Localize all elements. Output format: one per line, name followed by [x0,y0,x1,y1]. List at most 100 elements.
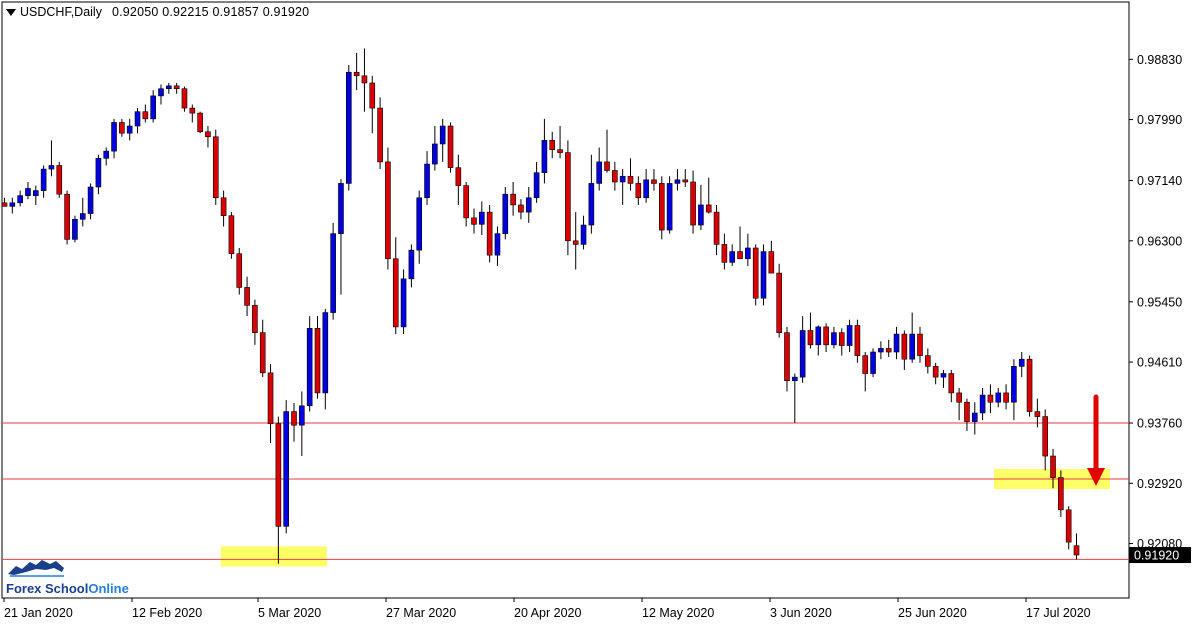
candle-body-bear [56,165,63,195]
candle [32,185,39,205]
candle-body-bear [557,149,563,153]
candle [486,204,493,263]
candle-body-bull [330,233,336,313]
candle-body-bear [737,251,743,260]
candle [1011,359,1017,421]
candle [870,348,876,378]
candle-body-bear [854,325,861,356]
candle [1034,398,1041,428]
candle-body-bull [502,193,509,234]
candle-body-bull [126,125,133,134]
candle [651,169,657,191]
candle-body-bull [40,168,47,191]
candle-body-bull [815,326,822,346]
candle [471,208,477,234]
candle [971,402,978,435]
candle [267,364,274,444]
candle [776,263,782,338]
y-tick-label: 0.96300 [1137,234,1182,248]
candle [752,244,759,306]
candle-body-bear [807,330,814,346]
candle-body-bull [698,204,704,226]
candle-body-bull [95,158,102,188]
candle-body-bull [432,143,438,165]
candle [838,328,845,356]
candle-body-bear [1042,416,1049,457]
candle [252,299,258,345]
candle-body-bull [72,218,78,240]
dropdown-triangle-icon[interactable] [6,8,16,16]
candle [87,183,94,220]
candle [596,147,602,191]
candle [658,176,665,240]
y-tick-label: 0.92920 [1137,477,1182,491]
candle-body-bull [792,376,798,382]
candle [784,326,790,392]
candle [979,387,986,421]
candle-body-bear [635,183,642,199]
candle-body-bear [682,179,689,183]
candle [408,244,415,288]
candle-body-bear [173,85,180,90]
candle [291,402,297,442]
candle [745,233,751,266]
candle [48,140,55,177]
candle-body-bear [471,217,477,225]
candle-body-bull [1018,358,1025,367]
candle-body-bear [690,181,696,226]
candle [823,323,829,353]
candle [220,190,227,227]
candle [831,326,837,349]
candle-body-bear [236,253,243,288]
candle-body-bull [306,328,313,407]
candle [432,126,438,171]
candle-body-bull [619,175,626,183]
candle-body-bull [283,411,289,527]
candle-body-bull [760,251,767,299]
candle [1073,533,1080,560]
candle [142,104,149,123]
candle [518,199,524,220]
candle [9,197,16,214]
x-tick-label: 12 Feb 2020 [132,606,202,620]
brand-logo: Forex SchoolOnline [6,556,129,596]
candle-body-bear [314,328,321,394]
candle [940,369,947,388]
candle [479,201,485,236]
candle-body-bear [463,185,469,219]
candle [416,190,423,264]
candle-body-bear [862,355,869,374]
y-tick-label: 0.94610 [1137,356,1182,370]
candle [627,158,634,191]
x-tick-label: 27 Mar 2020 [386,606,456,620]
candle-body-bull [643,179,649,199]
plot-frame [1,1,1130,599]
candle [541,118,548,184]
candle-body-bear [705,204,712,213]
candle [1065,506,1072,550]
candle [565,140,571,256]
y-tick-label: 0.97990 [1137,113,1182,127]
candle [1058,470,1064,518]
candle [56,161,63,198]
candle-body-bull [9,202,16,207]
ohlc-values: 0.92050 0.92215 0.91857 0.91920 [111,5,310,19]
candle [345,65,352,191]
candle [1,197,8,207]
candle [72,215,78,243]
candle-body-bull [79,213,86,220]
candle-body-bear [291,411,297,426]
candle [361,48,368,112]
candle [815,325,822,356]
candle [439,118,446,162]
candle [64,190,70,245]
candle [150,90,156,123]
candle-body-bull [166,85,172,90]
candle-body-bull [799,330,806,378]
y-tick-label: 0.95450 [1137,295,1182,309]
candle-body-bear [956,392,962,403]
candle-body-bear [64,193,70,240]
candle [275,416,282,564]
candle [95,154,102,195]
